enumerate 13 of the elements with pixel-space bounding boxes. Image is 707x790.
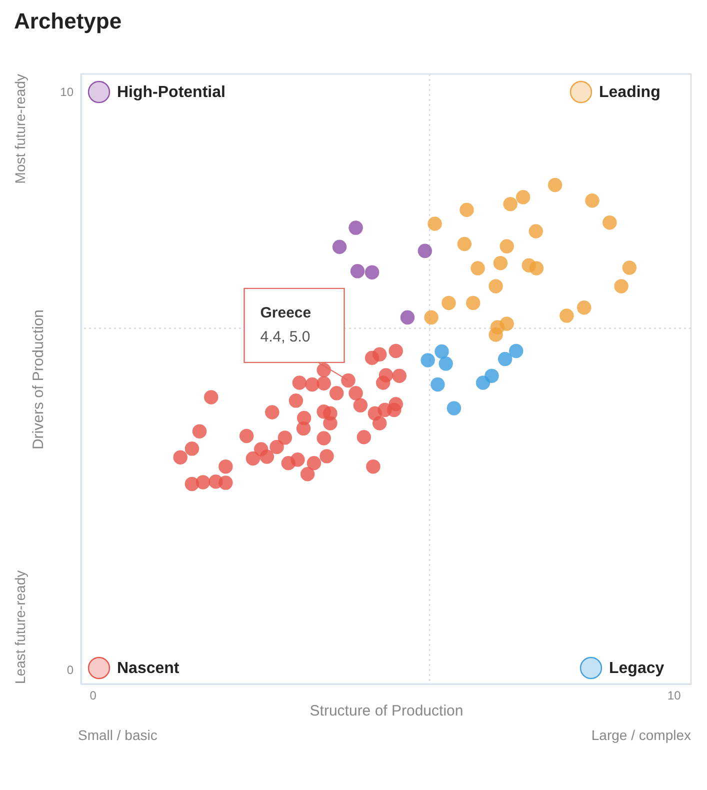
x-axis-title: Structure of Production [310, 702, 464, 720]
legend-label: Leading [599, 84, 660, 101]
legend-label: Nascent [117, 660, 180, 677]
y-axis-title: Drivers of Production [30, 309, 48, 450]
annotation: Greece [260, 304, 312, 322]
legend-label: High-Potential [117, 84, 226, 101]
text: Large / complex [591, 727, 691, 743]
text: Small / basic [78, 727, 158, 743]
legend-label: Legacy [609, 660, 664, 677]
text: Most future-ready [12, 74, 28, 184]
text: Least future-ready [12, 570, 28, 684]
chart-title: Archetype [14, 8, 122, 34]
annotation: 4.4, 5.0 [260, 328, 310, 346]
